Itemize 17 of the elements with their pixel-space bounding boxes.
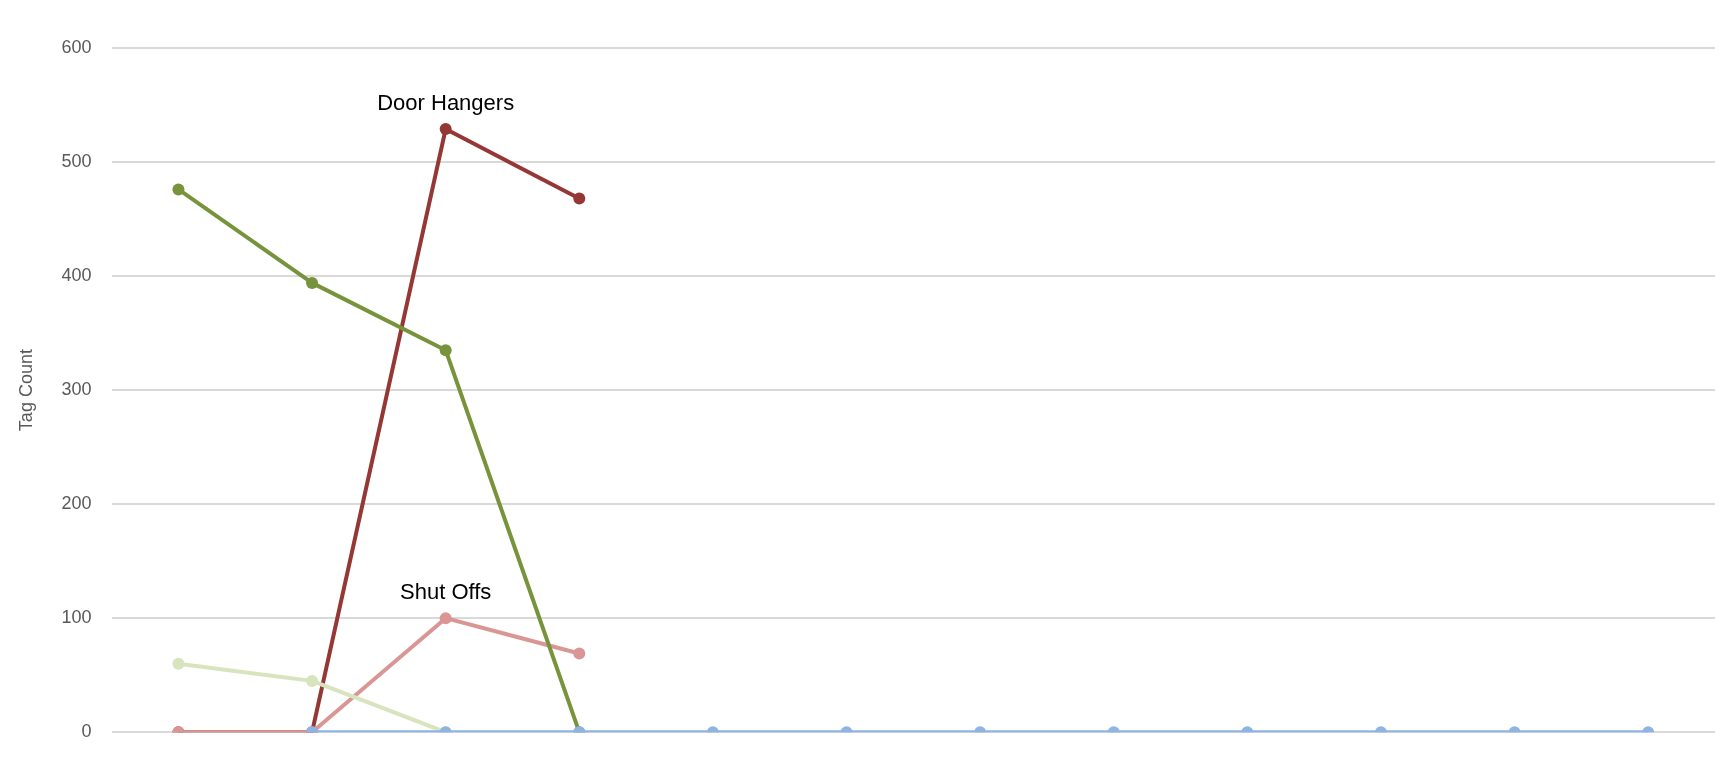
y-tick-label: 0	[81, 721, 92, 742]
y-tick-label: 300	[61, 379, 92, 400]
point	[573, 192, 586, 205]
y-axis-title: Tag Count	[15, 349, 36, 432]
y-tick-label: 100	[61, 607, 92, 628]
y-tick-label: 600	[61, 36, 92, 57]
point	[306, 276, 319, 289]
point	[439, 122, 452, 135]
point	[172, 657, 185, 670]
series-label: Shut Offs	[400, 579, 492, 605]
point	[172, 183, 185, 196]
point	[439, 344, 452, 357]
point	[306, 674, 319, 687]
y-tick-label: 200	[61, 493, 92, 514]
series-label: Door Hangers	[377, 90, 515, 116]
y-tick-label: 400	[61, 265, 92, 286]
y-tick-label: 500	[61, 151, 92, 171]
